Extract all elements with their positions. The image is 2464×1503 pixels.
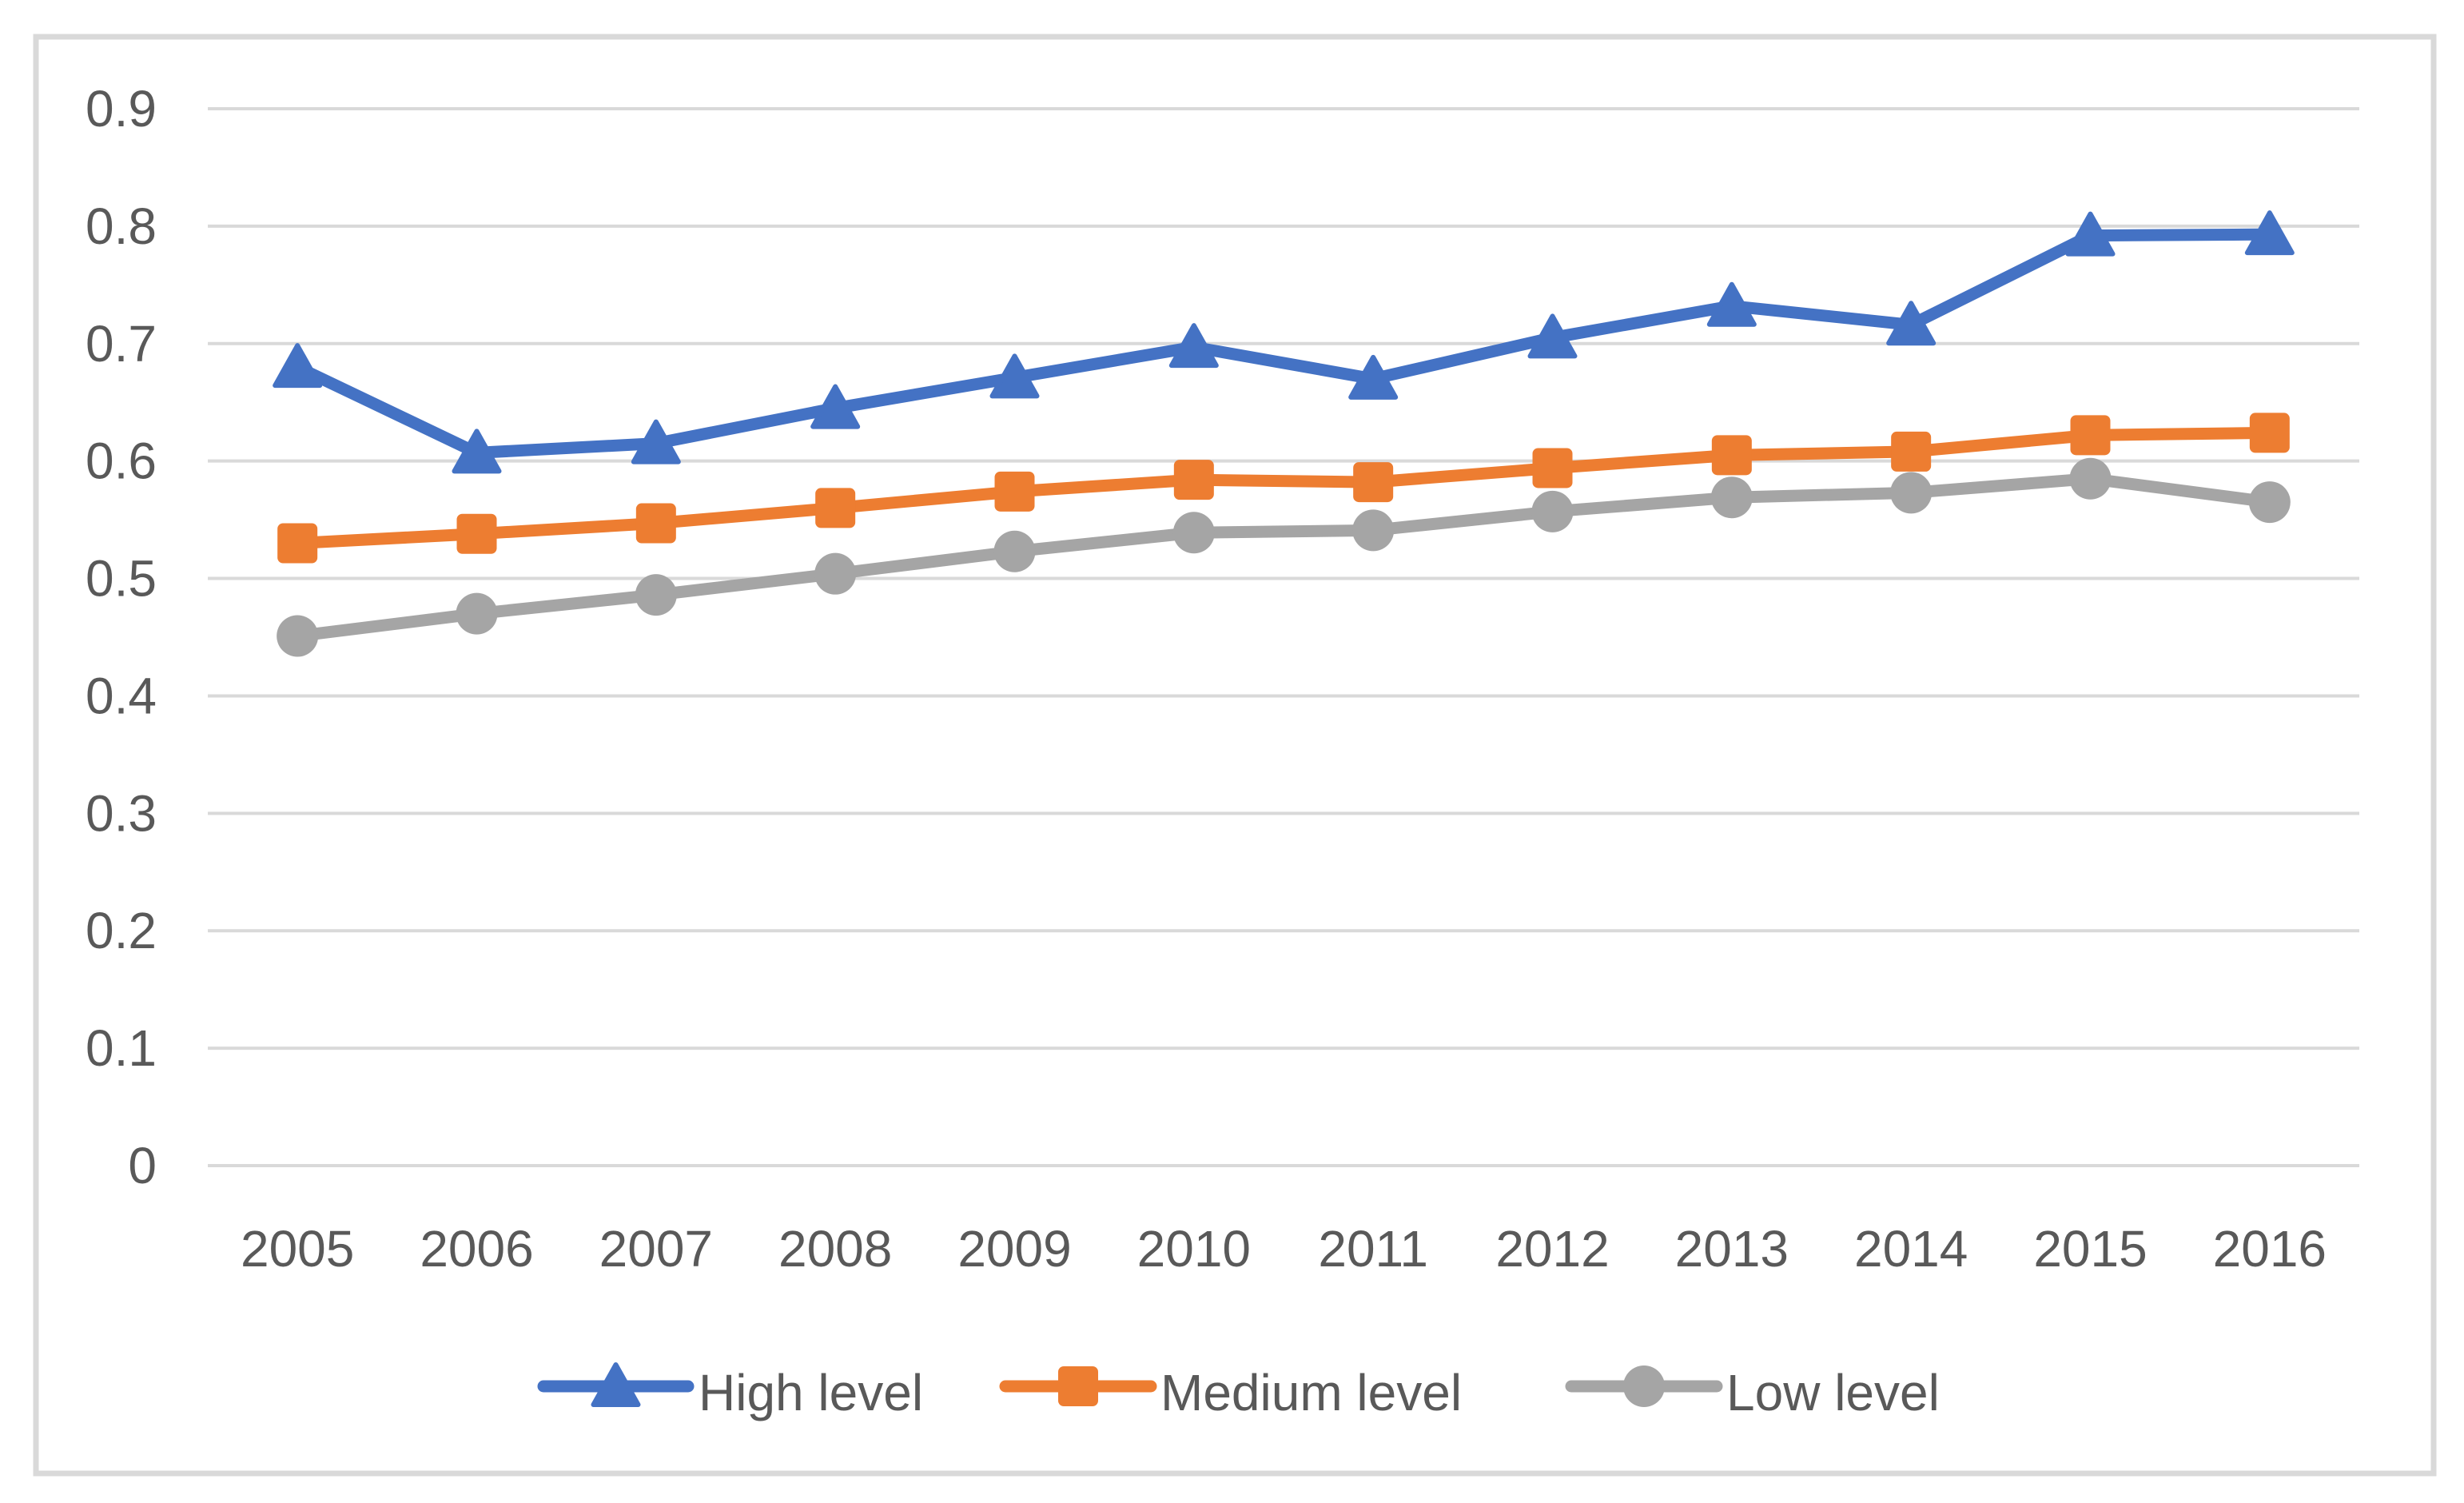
marker-high-level: [1348, 354, 1399, 400]
marker-medium-level: [456, 513, 497, 554]
marker-high-level: [452, 429, 502, 474]
marker-medium-level: [1173, 460, 1214, 500]
marker-low-level: [1352, 509, 1395, 552]
marker-high-level: [631, 419, 681, 464]
marker-medium-level: [1711, 435, 1752, 476]
marker-medium-level: [1532, 448, 1573, 488]
y-axis-tick-label: 0.8: [86, 197, 157, 255]
x-axis-tick-label: 2008: [778, 1220, 892, 1278]
y-axis-tick-label: 0.6: [86, 433, 157, 490]
series-line-medium-level: [291, 426, 2276, 549]
y-axis-tick-label: 0.7: [86, 315, 157, 373]
x-axis-tick-label: 2016: [2213, 1220, 2327, 1278]
marker-high-level: [1886, 301, 1937, 346]
x-axis-tick-label: 2012: [1495, 1220, 1609, 1278]
figure-border: [33, 34, 2437, 1477]
legend-marker-medium-level: [1058, 1366, 1098, 1406]
marker-low-level: [2069, 457, 2112, 500]
marker-low-level: [277, 615, 319, 657]
legend-label-low-level: Low level: [1726, 1364, 1940, 1421]
y-axis-tick-label: 0: [128, 1137, 157, 1194]
y-axis-tick-label: 0.1: [86, 1019, 157, 1077]
marker-medium-level: [2249, 413, 2290, 453]
legend-marker-low-level: [1623, 1365, 1665, 1407]
marker-low-level: [1531, 490, 1574, 532]
marker-low-level: [1172, 512, 1215, 554]
x-axis-tick-label: 2010: [1137, 1220, 1251, 1278]
y-axis-tick-label: 0.5: [86, 550, 157, 608]
x-axis-tick-label: 2014: [1854, 1220, 1968, 1278]
marker-medium-level: [1891, 431, 1932, 472]
marker-medium-level: [2070, 415, 2111, 456]
marker-low-level: [456, 592, 498, 635]
marker-high-level: [273, 343, 323, 389]
marker-low-level: [1890, 472, 1933, 514]
marker-low-level: [814, 552, 857, 595]
x-axis-tick-label: 2009: [957, 1220, 1071, 1278]
marker-medium-level: [815, 488, 856, 528]
marker-medium-level: [635, 503, 676, 544]
legend-label-high-level: High level: [699, 1364, 923, 1421]
y-axis-tick-label: 0.2: [86, 902, 157, 959]
marker-low-level: [635, 574, 677, 616]
x-axis-tick-label: 2006: [420, 1220, 533, 1278]
x-axis-tick-label: 2015: [2033, 1220, 2147, 1278]
x-axis-tick-label: 2011: [1318, 1220, 1428, 1278]
marker-high-level: [2065, 211, 2116, 257]
marker-medium-level: [994, 471, 1035, 512]
x-axis-tick-label: 2007: [599, 1220, 713, 1278]
marker-low-level: [2248, 481, 2291, 524]
marker-low-level: [1710, 476, 1753, 519]
y-axis-tick-label: 0.9: [86, 80, 157, 138]
series-line-high-level: [291, 228, 2276, 459]
legend-label-medium-level: Medium level: [1160, 1364, 1462, 1421]
x-axis-tick-label: 2013: [1675, 1220, 1789, 1278]
marker-high-level: [1706, 281, 1757, 327]
marker-medium-level: [277, 523, 318, 564]
series-line-low-level: [291, 472, 2276, 643]
marker-high-level: [810, 384, 861, 429]
marker-low-level: [993, 530, 1036, 572]
y-axis-tick-label: 0.4: [86, 667, 157, 724]
legend-marker-high-level: [591, 1362, 641, 1407]
marker-high-level: [1168, 323, 1219, 369]
marker-high-level: [1527, 313, 1578, 359]
marker-medium-level: [1353, 462, 1394, 503]
marker-high-level: [2244, 210, 2295, 256]
marker-high-level: [989, 353, 1040, 399]
x-axis-tick-label: 2005: [241, 1220, 354, 1278]
y-axis-tick-label: 0.3: [86, 784, 157, 842]
